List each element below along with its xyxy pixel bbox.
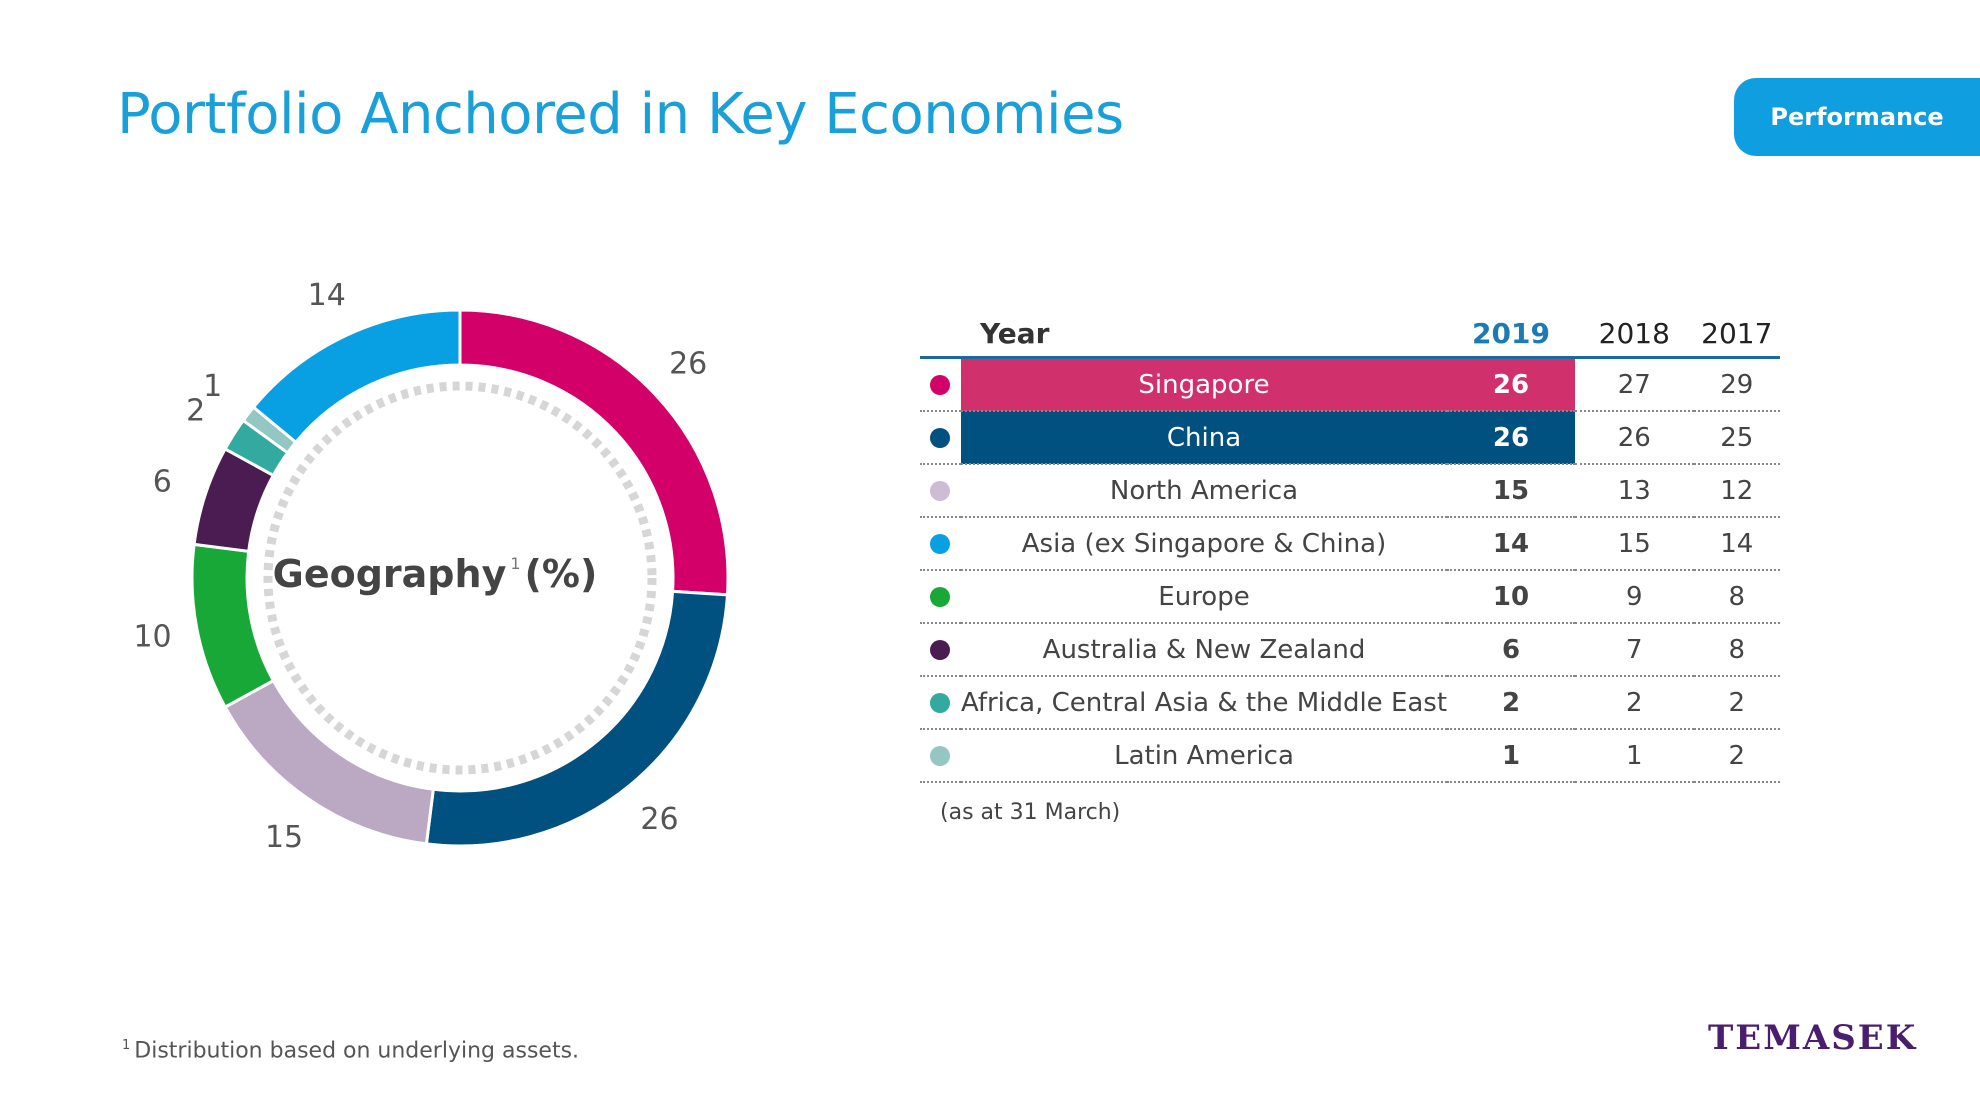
slice-value-label: 26 <box>640 802 678 837</box>
value-2017: 8 <box>1728 581 1746 612</box>
value-2018: 2 <box>1626 687 1643 718</box>
donut-slice <box>424 589 730 848</box>
footnote-mark: 1 <box>122 1038 131 1053</box>
donut-slice <box>251 308 462 445</box>
legend-dot-cell <box>920 411 961 464</box>
region-name: Singapore <box>960 357 1448 411</box>
region-name: Australia & New Zealand <box>1042 634 1366 665</box>
value-2017: 2 <box>1728 687 1746 718</box>
donut-title-unit: (%) <box>524 552 598 596</box>
value-2019: 15 <box>1492 475 1530 506</box>
value-2019: 1 <box>1501 740 1521 771</box>
slice-value-label: 10 <box>133 620 171 655</box>
slice-value-label: 2 <box>186 393 205 428</box>
region-name: Europe <box>1158 581 1250 612</box>
donut-title: Geography <box>272 552 507 596</box>
table-row: Singapore 26 27 29 <box>920 357 1780 412</box>
table-row: Africa, Central Asia & the Middle East 2 2… <box>920 676 1780 729</box>
page-title: Portfolio Anchored in Key Economies <box>117 82 1124 147</box>
geography-donut-chart: 26 26 15 10 6 2 1 14 Geography 1 (%) <box>110 270 760 870</box>
table-row: Europe 10 9 8 <box>920 570 1780 623</box>
table-row: Australia & New Zealand 6 7 8 <box>920 623 1780 676</box>
table-header-row: Year 2019 2018 2017 <box>920 310 1780 358</box>
legend-dot-icon <box>930 481 951 501</box>
value-2019: 10 <box>1492 581 1530 612</box>
legend-dot-icon <box>930 534 951 554</box>
legend-dot-cell <box>920 464 961 517</box>
value-2018: 27 <box>1617 369 1651 400</box>
legend-dot-icon <box>930 428 951 448</box>
temasek-logo: TEMASEK <box>1708 1018 1918 1058</box>
geography-table: Year 2019 2018 2017 Singapore 26 27 29 China… <box>920 310 1780 783</box>
region-name: Asia (ex Singapore & China) <box>1021 528 1387 559</box>
year-header: Year <box>980 316 1050 350</box>
value-2018: 9 <box>1626 581 1643 612</box>
region-name: China <box>960 411 1448 464</box>
slice-value-label: 15 <box>265 820 303 855</box>
value-2018: 7 <box>1626 634 1643 665</box>
year-2018-header: 2018 <box>1598 316 1670 350</box>
footnote-text: Distribution based on underlying assets. <box>134 1038 580 1064</box>
legend-dot-icon <box>930 640 951 660</box>
value-2017: 29 <box>1720 369 1754 400</box>
legend-dot-cell <box>920 517 961 570</box>
legend-dot-icon <box>930 693 951 713</box>
footnote: 1 Distribution based on underlying assets… <box>122 1038 579 1063</box>
slice-value-label: 6 <box>153 464 172 499</box>
year-2019-header: 2019 <box>1472 316 1550 350</box>
legend-dot-icon <box>930 746 951 766</box>
value-2017: 12 <box>1720 475 1754 506</box>
legend-dot-cell <box>920 570 961 623</box>
legend-dot-cell <box>920 358 961 412</box>
value-2019: 14 <box>1492 528 1530 559</box>
table-row: North America 15 13 12 <box>920 464 1780 517</box>
legend-dot-cell <box>920 676 961 729</box>
value-2019: 2 <box>1501 687 1521 718</box>
value-2017: 25 <box>1720 422 1754 453</box>
value-2018: 15 <box>1617 528 1651 559</box>
table-row: China 26 26 25 <box>920 411 1780 464</box>
value-2019: 6 <box>1501 634 1521 665</box>
region-name: North America <box>1109 475 1299 506</box>
value-2019: 26 <box>1447 411 1575 464</box>
slice-value-label: 1 <box>203 369 222 404</box>
region-name: Africa, Central Asia & the Middle East <box>960 687 1448 718</box>
donut-center-label: Geography 1 (%) <box>110 552 760 596</box>
donut-slice <box>223 678 435 846</box>
legend-dot-icon <box>930 375 951 395</box>
region-name: Latin America <box>1114 740 1294 771</box>
value-2017: 14 <box>1720 528 1754 559</box>
legend-dot-icon <box>930 587 951 607</box>
table-row: Latin America 1 1 2 <box>920 729 1780 782</box>
year-2017-header: 2017 <box>1701 316 1773 350</box>
value-2017: 2 <box>1728 740 1746 771</box>
dotted-inner-ring <box>263 381 657 775</box>
legend-dot-cell <box>920 729 961 782</box>
value-2019: 26 <box>1447 357 1575 411</box>
slice-value-label: 26 <box>669 347 707 382</box>
donut-title-footnote-mark: 1 <box>510 554 521 573</box>
value-2018: 13 <box>1617 475 1651 506</box>
value-2017: 8 <box>1728 634 1746 665</box>
table-row: Asia (ex Singapore & China) 14 15 14 <box>920 517 1780 570</box>
slice-value-label: 14 <box>308 278 346 313</box>
legend-dot-cell <box>920 623 961 676</box>
as-at-note: (as at 31 March) <box>940 800 1121 825</box>
performance-tab[interactable]: Performance <box>1734 78 1980 156</box>
value-2018: 1 <box>1626 740 1643 771</box>
value-2018: 26 <box>1617 422 1651 453</box>
